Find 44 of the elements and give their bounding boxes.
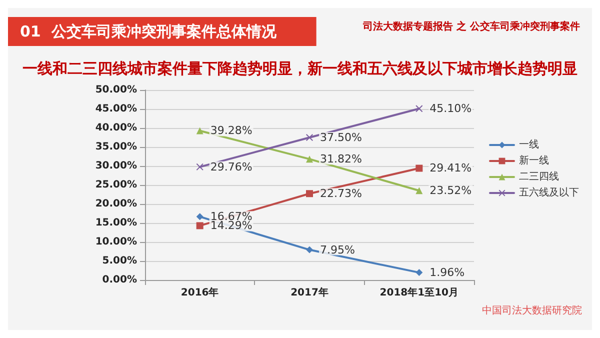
point [416,269,423,276]
chart-title: 01 公交车司乘冲突刑事案件总体情况 [20,22,278,40]
y-tick-label: 5.00% [102,256,137,266]
data-label: 39.28% [210,124,252,138]
y-tick-label: 35.00% [95,142,137,152]
legend-label: 一线 [519,138,539,150]
y-tick-label: 40.00% [95,122,137,134]
legend-label: 五六线及以下 [519,186,579,198]
point [196,213,204,220]
data-label: 45.10% [430,102,472,116]
data-label: 37.50% [320,131,362,144]
data-label: 22.73% [320,187,362,200]
y-tick-label: 45.00% [95,104,137,114]
data-label: 7.95% [320,243,355,256]
chart-subtitle: 一线和二三四线城市案件量下降趋势明显，新一线和五六线及以下城市增长趋势明显 [22,60,578,78]
point [306,190,313,198]
y-tick-label: 10.00% [95,236,137,248]
legend-label: 二三四线 [519,170,559,182]
data-label: 31.82% [320,152,362,166]
point [196,163,204,170]
data-label: 29.41% [430,162,472,175]
text: 司法大数据专题报告 之 公交车司乘冲突刑事案件 [362,20,580,32]
y-tick-label: 50.00% [95,84,137,96]
y-tick-label: 25.00% [95,180,137,190]
point [416,187,423,194]
text: 中国司法大数据研究院 [482,304,582,316]
data-label: 23.52% [430,184,472,198]
point [196,127,204,134]
point [416,164,423,172]
x-tick-label: 2018年1至10月 [380,286,459,298]
x-tick-label: 2017年 [290,286,328,298]
point [416,105,423,112]
point [306,246,313,254]
point [306,156,313,163]
y-tick-label: 20.00% [95,198,137,210]
data-label: 1.96% [430,266,465,280]
legend-label: 新一线 [519,154,549,166]
y-tick-label: 0.00% [102,274,137,286]
point [196,222,204,230]
y-tick-label: 15.00% [95,218,137,228]
x-tick-label: 2016年 [180,286,219,298]
point [306,134,313,141]
data-label: 29.76% [210,160,252,174]
y-tick-label: 30.00% [95,160,137,172]
